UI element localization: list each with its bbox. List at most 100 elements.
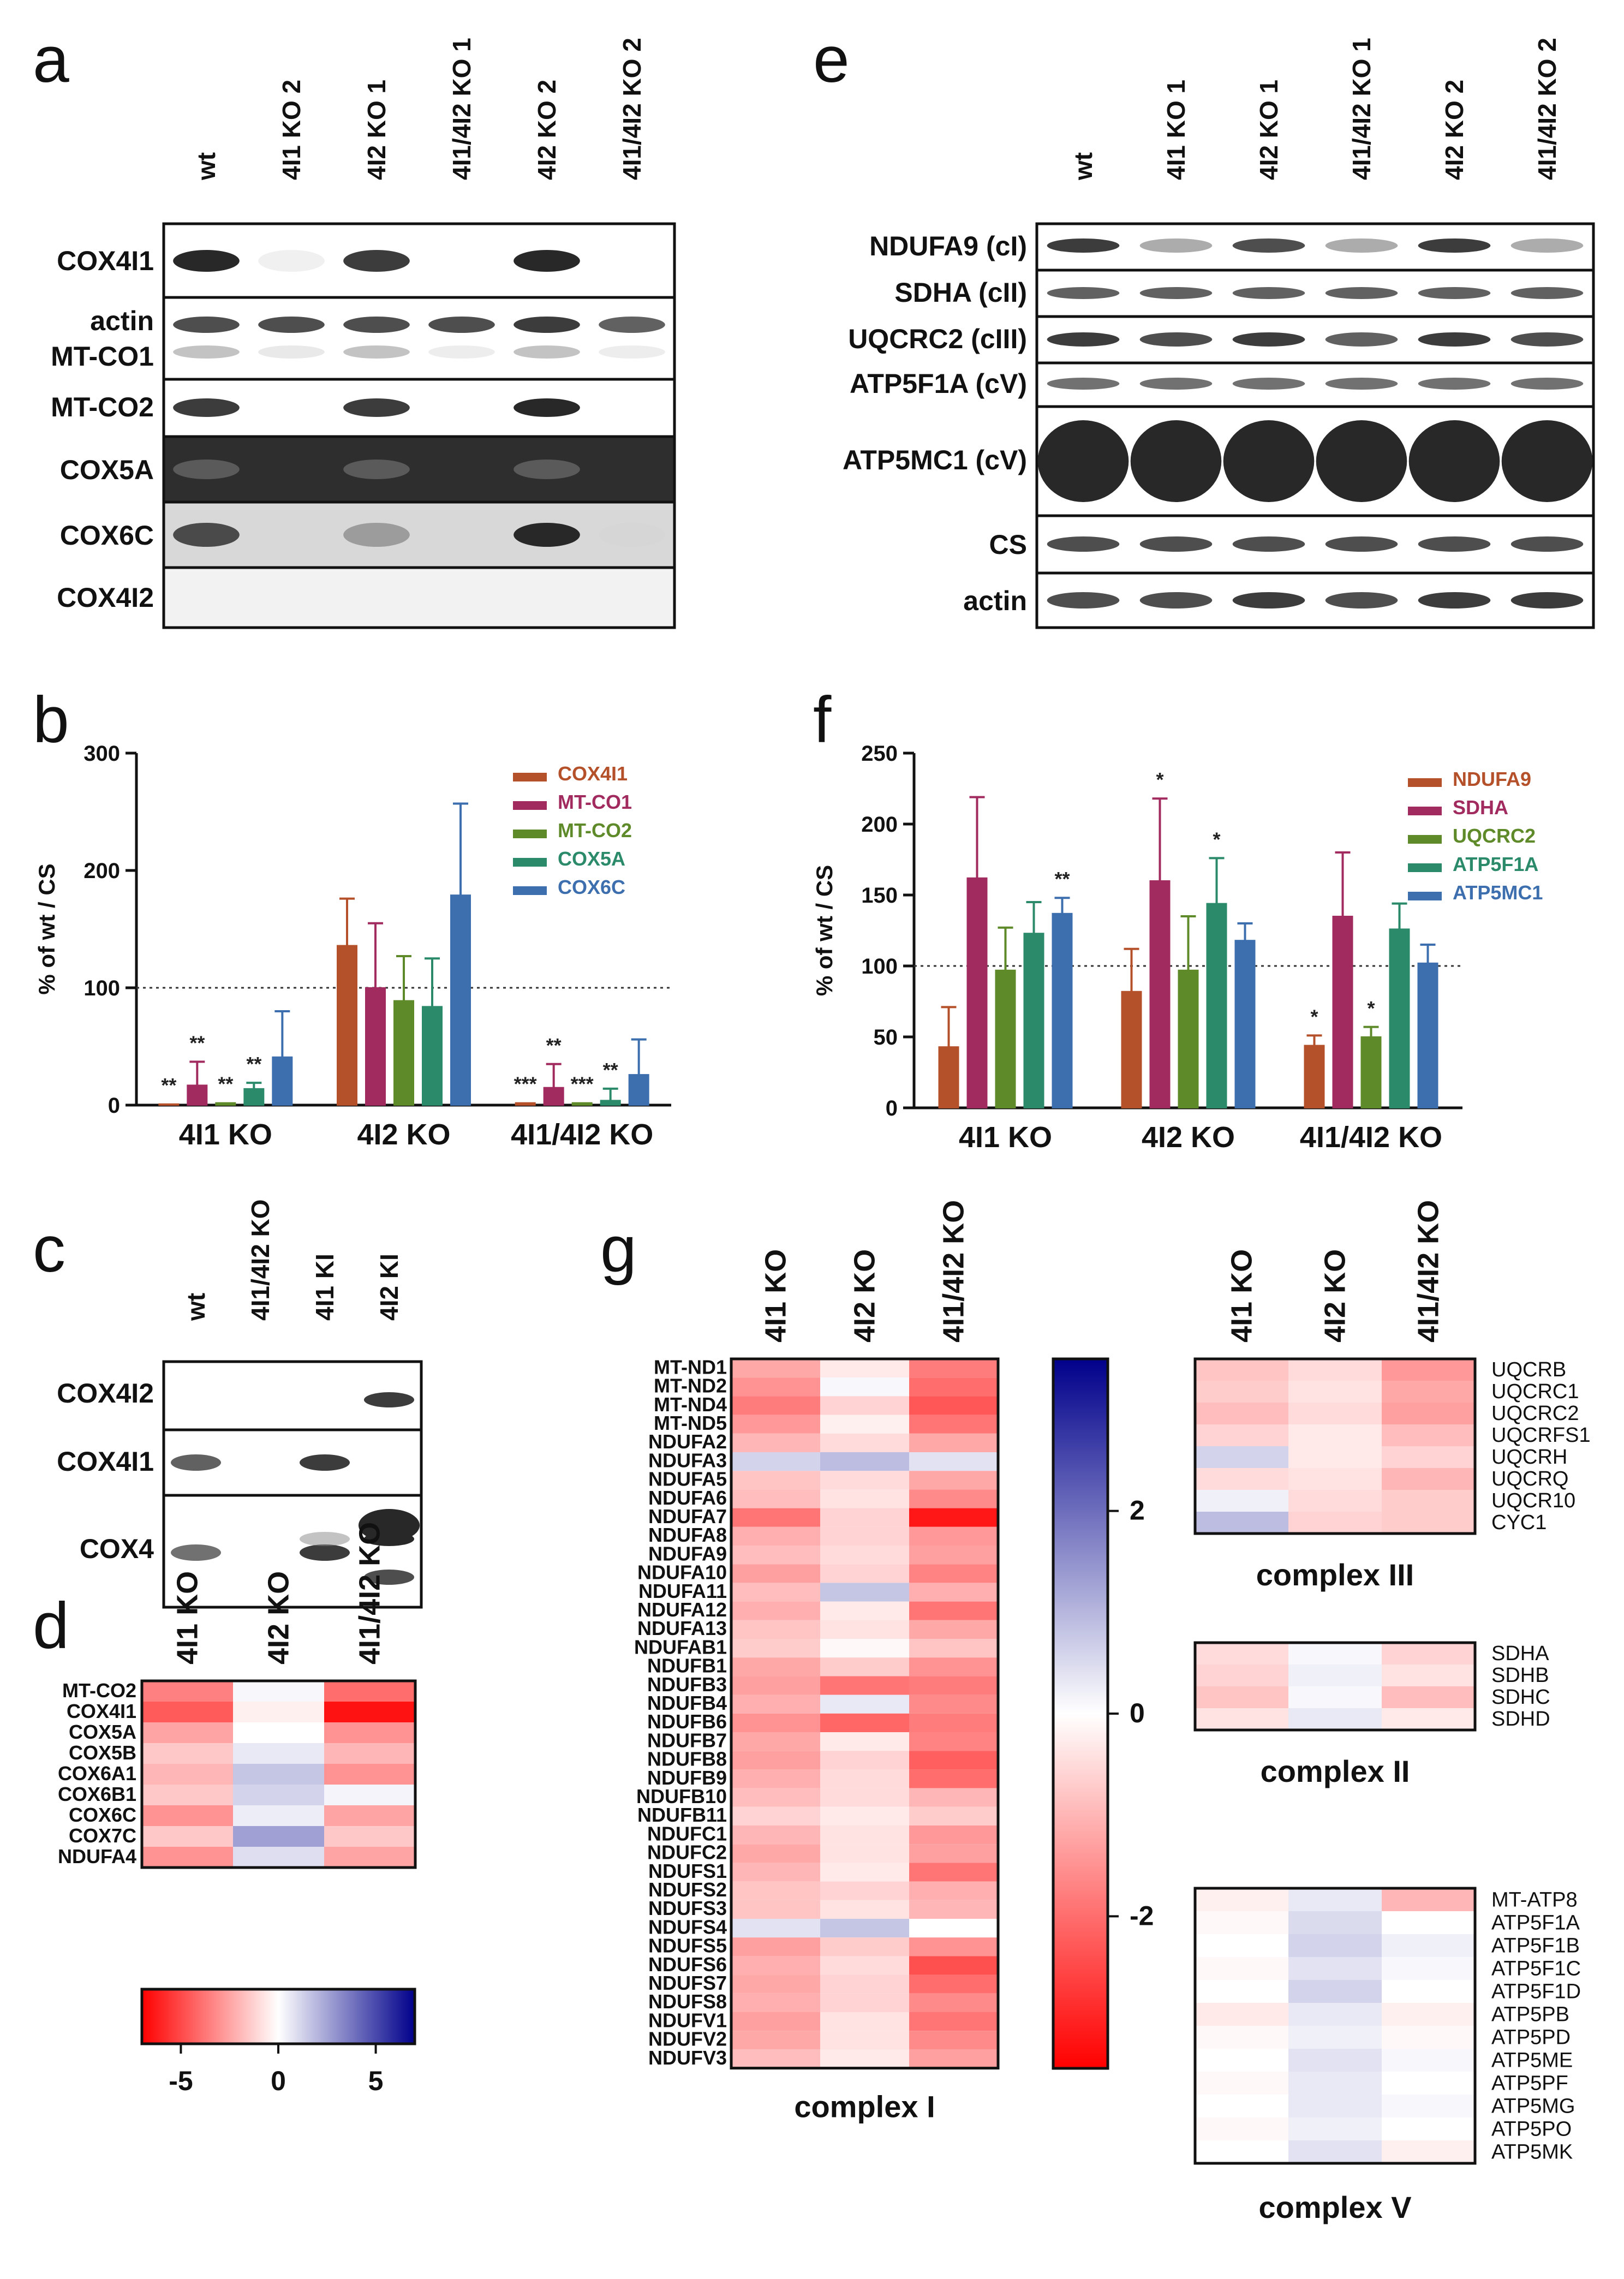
heatmap-cell (909, 1657, 998, 1677)
heatmap-cell (731, 1601, 820, 1620)
legend-label: COX6C (558, 876, 625, 898)
legend-swatch (1408, 892, 1442, 900)
y-tick-label: 150 (861, 884, 898, 908)
heatmap-cell (1288, 1934, 1382, 1957)
legend-swatch (513, 830, 547, 838)
heatmap-cell (731, 1620, 820, 1639)
heatmap-row-label: ATP5MK (1491, 2141, 1573, 2164)
heatmap-column-label: 4I1/4I2 KO (1412, 1200, 1445, 1343)
heatmap-row-label: NDUFB6 (647, 1710, 727, 1733)
blot-strip (1035, 315, 1595, 365)
significance-label: ** (546, 1034, 562, 1057)
heatmap-row-label: SDHC (1491, 1686, 1550, 1709)
heatmap-cell (1288, 1490, 1382, 1512)
legend-swatch (513, 886, 547, 895)
heatmap-cell (731, 1919, 820, 1938)
heatmap-row-label: NDUFS4 (648, 1916, 727, 1938)
heatmap-cell (731, 1676, 820, 1695)
bar-uqcrc2 (995, 969, 1016, 1109)
blot-band (1047, 332, 1120, 347)
heatmap-row-label: NDUFAB1 (634, 1636, 727, 1658)
panel-letter-d: d (33, 1589, 69, 1662)
heatmap-cell (820, 1583, 909, 1602)
blot-band (343, 460, 410, 479)
blot-strip (1035, 361, 1595, 408)
bar-sdha (966, 877, 988, 1109)
heatmap-cell (1288, 1664, 1382, 1686)
blot-band (343, 523, 410, 547)
blot-band (170, 1454, 222, 1471)
blot-strip (1035, 405, 1595, 517)
significance-label: *** (571, 1073, 594, 1095)
heatmap-cell (1195, 2049, 1288, 2072)
heatmap-row-label: NDUFA13 (637, 1617, 727, 1639)
heatmap-cell (909, 1396, 998, 1415)
heatmap-cell (909, 1863, 998, 1882)
blot-band (514, 460, 580, 479)
heatmap-cell (1382, 2072, 1475, 2095)
panel-letter-c: c (33, 1213, 65, 1286)
heatmap-cell (1382, 2049, 1475, 2072)
panel-letter-e: e (813, 23, 850, 96)
heatmap-cell (909, 1937, 998, 1956)
heatmap-row-label: NDUFA5 (648, 1468, 727, 1490)
heatmap-cell (1195, 1934, 1288, 1957)
heatmap-row-label: MT-ND1 (654, 1356, 727, 1378)
significance-label: *** (514, 1073, 537, 1095)
heatmap-cell (1382, 1686, 1475, 1708)
legend-label: ATP5F1A (1453, 853, 1538, 875)
heatmap-cell (820, 1433, 909, 1452)
lane-label: 4I2 KO 2 (533, 80, 561, 180)
blot-row-label: ATP5F1A (cV) (850, 368, 1027, 399)
heatmap-cell (909, 1751, 998, 1770)
heatmap-cell (324, 1764, 415, 1785)
legend-label: ATP5MC1 (1453, 881, 1543, 904)
heatmap-cell (1382, 2140, 1475, 2163)
heatmap-cell (142, 1785, 233, 1805)
bar-mt-co2 (571, 1102, 593, 1106)
heatmap-cell (1382, 1888, 1475, 1911)
blot-band (1408, 420, 1500, 502)
significance-label: ** (189, 1031, 205, 1054)
heatmap-row-label: NDUFA9 (648, 1542, 727, 1565)
heatmap-cell (1195, 1359, 1288, 1381)
heatmap-cell (1195, 2026, 1288, 2049)
heatmap-cell (909, 2012, 998, 2031)
heatmap-cell (820, 1695, 909, 1714)
heatmap-cell (731, 1788, 820, 1807)
heatmap-row-label: SDHA (1491, 1642, 1549, 1665)
heatmap-cell (909, 2049, 998, 2068)
heatmap-cell (1288, 2095, 1382, 2117)
bar-atp5f1a (1023, 933, 1044, 1108)
heatmap-cell (820, 1956, 909, 1975)
heatmap-row-label: ATP5F1A (1491, 1912, 1580, 1935)
bar-cox4i1 (158, 1103, 180, 1106)
heatmap-row-label: ATP5PD (1491, 2026, 1571, 2049)
blot-band (514, 523, 580, 547)
heatmap-row-label: ATP5F1D (1491, 1980, 1581, 2003)
bar-atp5mc1 (1052, 912, 1073, 1109)
y-tick-label: 100 (83, 976, 120, 1000)
heatmap-row-label: MT-ND5 (654, 1412, 727, 1434)
heatmap-column-label: 4I1 KO (760, 1249, 792, 1343)
heatmap-row-label: COX6C (69, 1804, 136, 1826)
heatmap-cell (1195, 1424, 1288, 1446)
bar-atp5mc1 (1417, 962, 1438, 1109)
heatmap-cell (820, 1546, 909, 1565)
heatmap-cell (731, 1489, 820, 1508)
heatmap-cell (1382, 1359, 1475, 1381)
heatmap-cell (233, 1722, 324, 1743)
blot-band (1232, 536, 1305, 552)
blot-band (1418, 378, 1491, 390)
blot-band (1325, 287, 1398, 299)
heatmap-row-label: COX6B1 (58, 1783, 136, 1805)
heatmap-frame (1193, 1887, 1477, 2165)
heatmap-cell (233, 1826, 324, 1847)
blot-row-label: actin (90, 306, 154, 336)
heatmap-row-label: COX7C (69, 1824, 136, 1847)
heatmap-row-label: COX4I1 (67, 1700, 136, 1722)
heatmap-cell (324, 1847, 415, 1868)
blot-band (599, 345, 665, 359)
heatmap-cell (731, 1881, 820, 1900)
